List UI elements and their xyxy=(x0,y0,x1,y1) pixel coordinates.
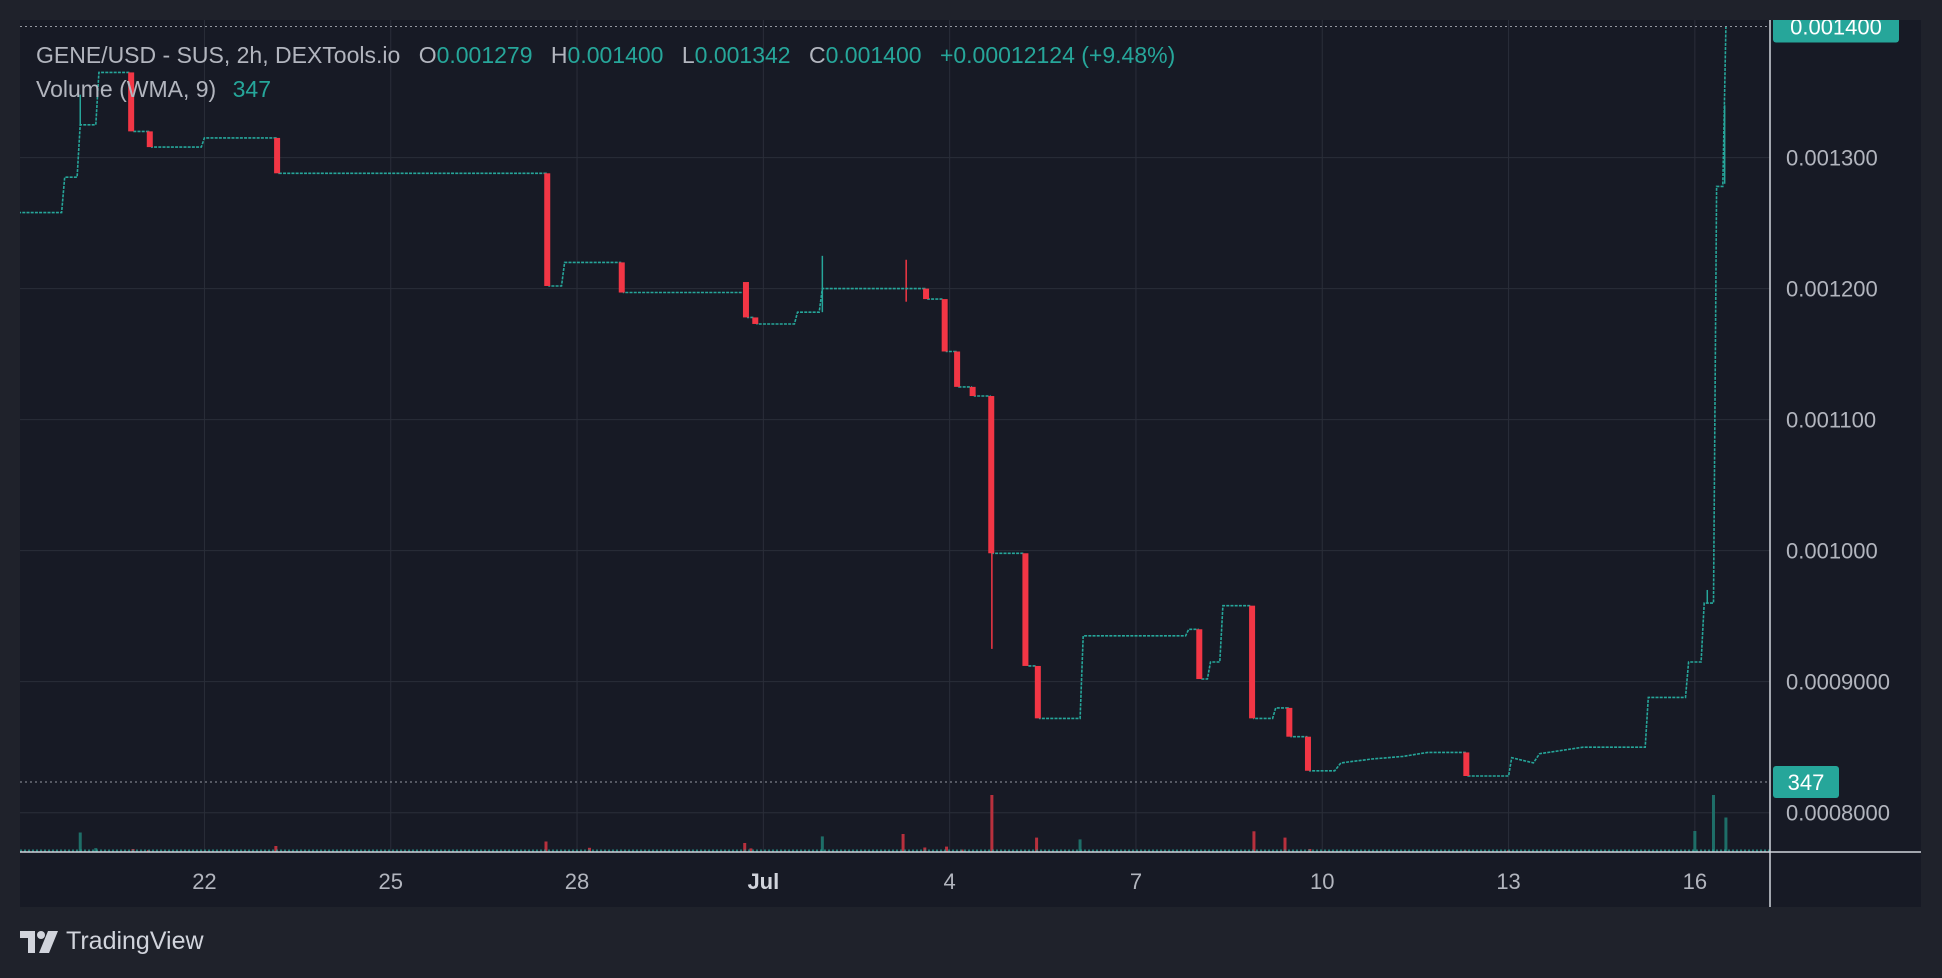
down-candle xyxy=(1304,736,1311,771)
down-candle xyxy=(988,396,995,554)
down-candle xyxy=(1249,605,1256,719)
volume-row: Volume (WMA, 9) 347 xyxy=(36,72,1175,106)
down-candle xyxy=(969,386,976,397)
change-value: +0.00012124 (+9.48%) xyxy=(939,42,1176,68)
price-chart[interactable]: 0.001300 0.001200 0.001100 0.001000 0.000900… xyxy=(20,20,1921,907)
volume-bar xyxy=(820,836,824,852)
x-tick-label: 10 xyxy=(1310,869,1334,894)
down-candle xyxy=(954,351,961,387)
volume-bar xyxy=(1078,839,1082,852)
price-series xyxy=(20,26,1727,777)
volume-bar xyxy=(901,834,905,852)
down-candle xyxy=(146,131,153,148)
high-key: H xyxy=(550,42,568,68)
volume-bar xyxy=(945,846,949,852)
close-key: C xyxy=(808,42,826,68)
ohlc-row: GENE/USD - SUS, 2h, DEXTools.io O0.00127… xyxy=(36,38,1175,72)
volume-bar xyxy=(544,841,548,852)
volume-bar xyxy=(749,848,753,852)
x-tick-label: Jul xyxy=(747,869,779,894)
volume-bars xyxy=(20,795,1770,852)
x-tick-label: 4 xyxy=(944,869,956,894)
volume-bar xyxy=(1693,831,1697,852)
down-candle xyxy=(941,299,948,352)
volume-bar xyxy=(1252,831,1256,852)
volume-bar xyxy=(274,846,278,852)
y-tick-label: 0.001200 xyxy=(1786,277,1878,302)
volume-badge xyxy=(1773,766,1839,798)
volume-value-label: 347 xyxy=(1788,770,1825,795)
last-price-badge xyxy=(1773,20,1899,43)
volume-bar xyxy=(78,832,82,852)
volume-value: 347 xyxy=(232,76,271,102)
y-tick-label: 0.001100 xyxy=(1786,408,1876,433)
grid xyxy=(20,20,1770,852)
x-tick-label: 22 xyxy=(192,869,216,894)
down-candle xyxy=(544,173,551,286)
volume-bar xyxy=(743,843,747,852)
x-tick-label: 7 xyxy=(1130,869,1142,894)
volume-bar xyxy=(1724,817,1728,852)
tradingview-logo-icon xyxy=(20,930,58,953)
open-value: 0.001279 xyxy=(436,42,533,68)
x-tick-label: 25 xyxy=(378,869,402,894)
symbol-title: GENE/USD - SUS, 2h, DEXTools.io xyxy=(36,42,401,68)
down-candle xyxy=(1034,665,1041,719)
down-candle xyxy=(274,137,281,174)
down-candle xyxy=(1196,629,1203,680)
down-candle xyxy=(618,262,625,293)
price-labels: 0.001400 347 xyxy=(20,20,1899,798)
x-tick-label: 16 xyxy=(1683,869,1707,894)
volume-bar xyxy=(1035,837,1039,852)
chart-area[interactable]: 0.001300 0.001200 0.001100 0.001000 0.000900… xyxy=(20,20,1921,907)
down-candle xyxy=(1022,553,1029,666)
down-candle xyxy=(923,288,930,300)
y-tick-label: 0.001000 xyxy=(1786,539,1878,564)
open-key: O xyxy=(418,42,437,68)
axes: 0.001300 0.001200 0.001100 0.001000 0.000900… xyxy=(20,20,1921,907)
down-candle xyxy=(128,72,135,132)
down-candle xyxy=(752,317,759,324)
volume-bar xyxy=(990,795,994,852)
close-value: 0.001400 xyxy=(825,42,922,68)
down-candle xyxy=(742,282,749,318)
down-candle xyxy=(1463,752,1470,777)
down-candle xyxy=(1286,707,1293,737)
x-tick-label: 13 xyxy=(1496,869,1520,894)
low-key: L xyxy=(681,42,695,68)
low-value: 0.001342 xyxy=(694,42,791,68)
y-tick-label: 0.001300 xyxy=(1786,146,1878,171)
y-tick-label: 0.0008000 xyxy=(1786,801,1890,826)
volume-bar xyxy=(1283,837,1287,852)
volume-bar xyxy=(94,848,98,852)
volume-bar xyxy=(960,849,964,852)
volume-bar xyxy=(1711,795,1715,852)
high-value: 0.001400 xyxy=(567,42,664,68)
tradingview-label: TradingView xyxy=(66,927,204,955)
tradingview-brand[interactable]: TradingView xyxy=(20,927,204,956)
chart-legend: GENE/USD - SUS, 2h, DEXTools.io O0.00127… xyxy=(36,38,1175,106)
y-tick-label: 0.0009000 xyxy=(1786,670,1890,695)
volume-label: Volume (WMA, 9) xyxy=(36,76,217,102)
last-price-label: 0.001400 xyxy=(1790,20,1882,40)
x-tick-label: 28 xyxy=(565,869,589,894)
